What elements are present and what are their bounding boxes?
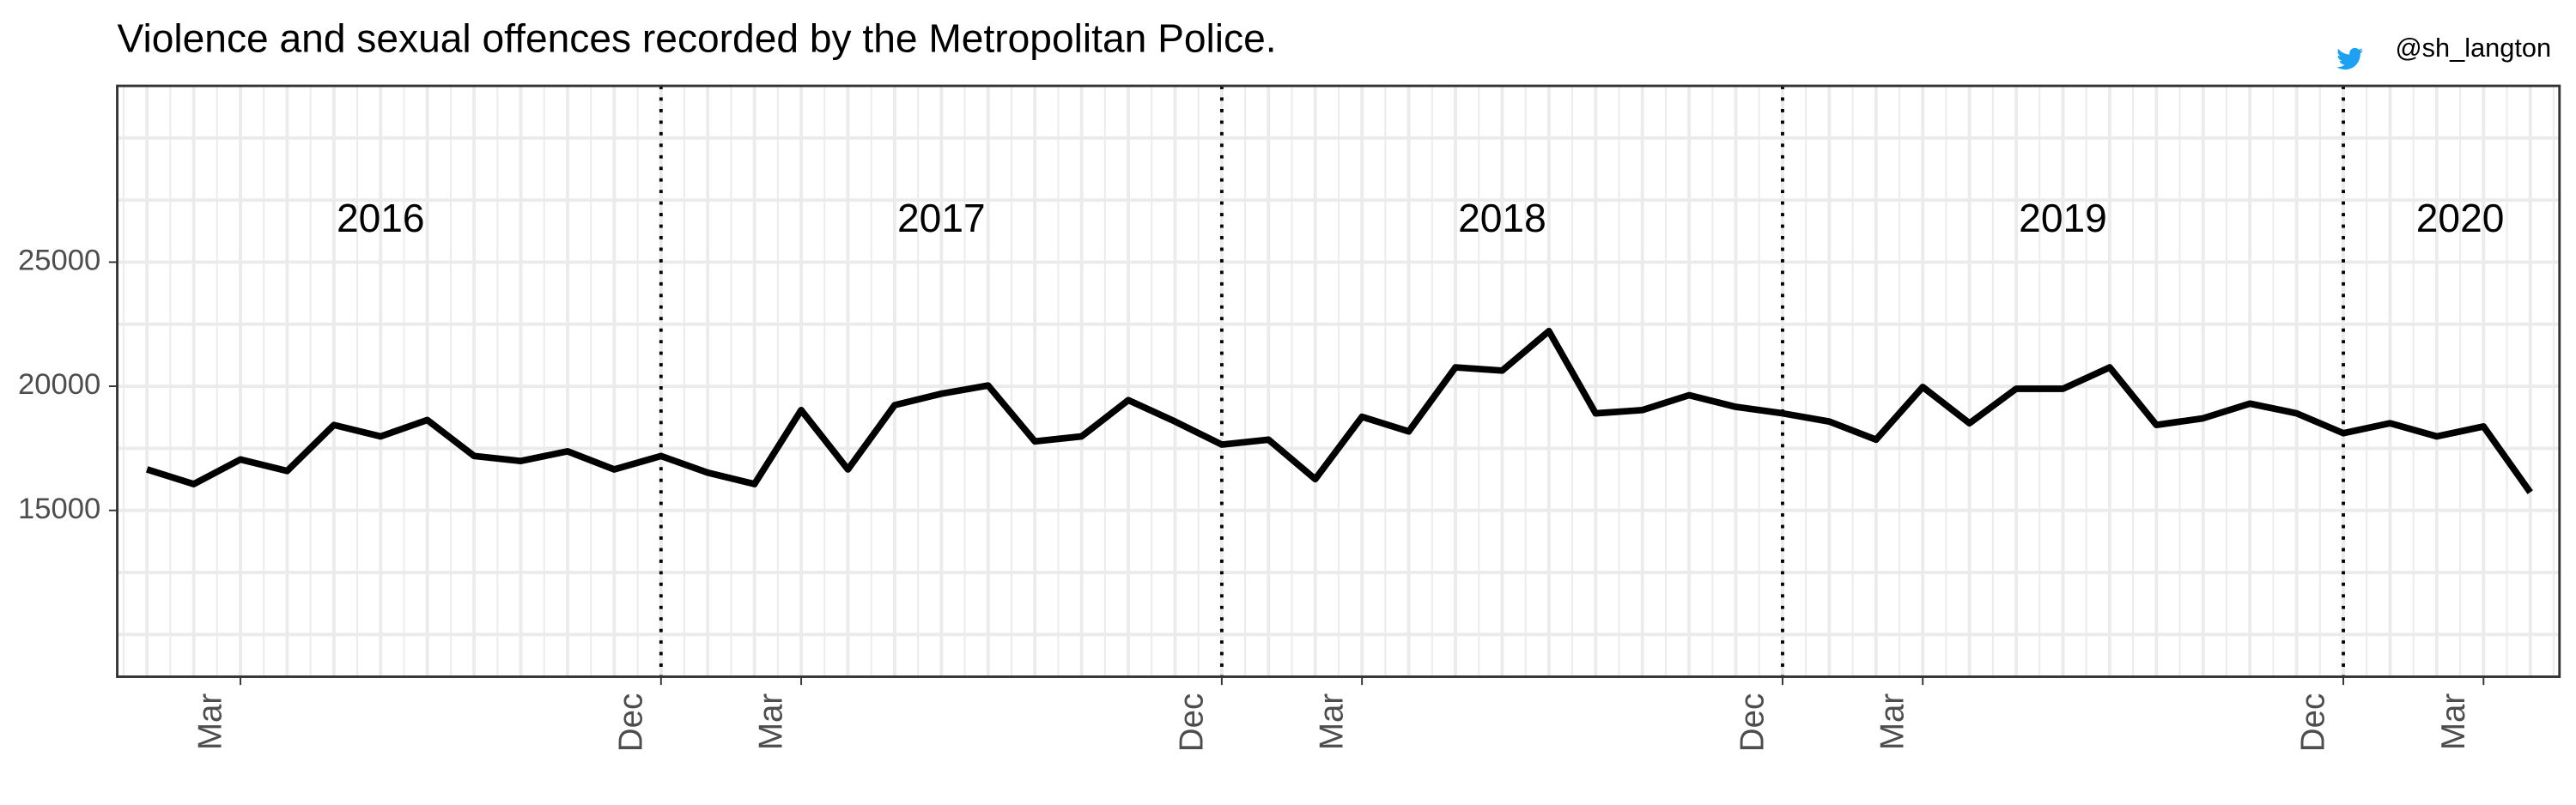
x-tick-label: Mar (1874, 693, 1911, 750)
x-tick-label: Dec (2295, 693, 2332, 752)
x-tick-label: Dec (612, 693, 649, 752)
year-label: 2018 (1458, 196, 1546, 240)
year-label: 2020 (2416, 196, 2505, 240)
year-label: 2016 (337, 196, 425, 240)
y-tick-label: 20000 (18, 368, 100, 401)
x-tick-label: Mar (191, 693, 228, 750)
plot-border (116, 84, 2561, 678)
x-tick-label: Dec (1173, 693, 1210, 752)
y-tick-label: 25000 (18, 245, 100, 277)
credit: @sh_langton (2395, 33, 2551, 63)
twitter-icon (2336, 47, 2363, 70)
x-tick-label: Mar (1314, 693, 1351, 750)
x-tick-label: Mar (753, 693, 790, 750)
line-series (146, 328, 2533, 494)
year-label: 2019 (2019, 196, 2107, 240)
chart-title: Violence and sexual offences recorded by… (118, 15, 1277, 60)
x-tick-label: Mar (2435, 693, 2472, 750)
y-tick-label: 15000 (18, 493, 100, 525)
x-tick-label: Dec (1734, 693, 1771, 752)
year-label: 2017 (897, 196, 986, 240)
